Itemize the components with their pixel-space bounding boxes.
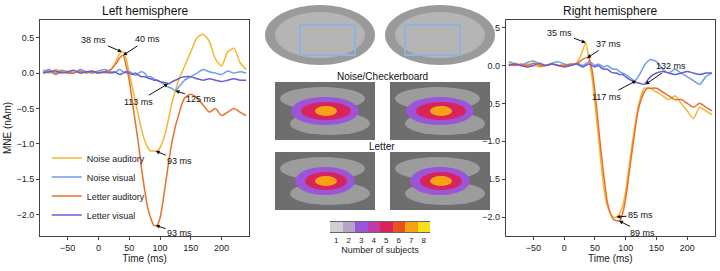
svg-text:0.0: 0.0 (22, 68, 35, 78)
svg-text:37 ms: 37 ms (596, 39, 621, 49)
svg-text:50: 50 (590, 243, 600, 253)
svg-text:93 ms: 93 ms (167, 156, 192, 166)
svg-text:Time (ms): Time (ms) (122, 253, 167, 264)
svg-text:50: 50 (124, 243, 134, 253)
svg-text:−1.5: −1.5 (16, 174, 34, 184)
svg-text:0: 0 (96, 243, 101, 253)
svg-text:−2.0: −2.0 (16, 210, 34, 220)
svg-text:8: 8 (422, 236, 427, 245)
svg-text:0.5: 0.5 (22, 33, 35, 43)
svg-text:Noise/Checkerboard: Noise/Checkerboard (337, 71, 428, 82)
svg-text:89 ms: 89 ms (630, 228, 655, 238)
svg-text:Letter: Letter (369, 141, 395, 152)
svg-text:Left hemisphere: Left hemisphere (102, 4, 188, 18)
svg-text:Number of subjects: Number of subjects (341, 245, 419, 255)
svg-text:35 ms: 35 ms (547, 28, 572, 38)
svg-text:−2.0: −2.0 (482, 212, 500, 222)
svg-text:40 ms: 40 ms (135, 34, 160, 44)
svg-text:−1.0: −1.0 (16, 139, 34, 149)
svg-text:−50: −50 (526, 243, 541, 253)
svg-text:1: 1 (334, 236, 339, 245)
svg-text:Letter auditory: Letter auditory (87, 192, 145, 202)
svg-text:132 ms: 132 ms (656, 61, 686, 71)
svg-text:0.5: 0.5 (487, 23, 500, 33)
svg-text:Noise visual: Noise visual (87, 173, 136, 183)
svg-text:Noise auditory: Noise auditory (87, 154, 145, 164)
svg-text:200: 200 (680, 243, 695, 253)
svg-text:113 ms: 113 ms (124, 97, 153, 107)
svg-text:MNE (nAm): MNE (nAm) (2, 102, 13, 154)
svg-text:100: 100 (152, 243, 167, 253)
svg-text:150: 150 (183, 243, 198, 253)
svg-text:2: 2 (347, 236, 352, 245)
svg-text:4: 4 (372, 236, 377, 245)
svg-text:−0.5: −0.5 (482, 99, 500, 109)
svg-text:0: 0 (562, 243, 567, 253)
svg-text:38 ms: 38 ms (81, 35, 106, 45)
svg-text:Time (ms): Time (ms) (588, 253, 633, 264)
svg-text:100: 100 (618, 243, 633, 253)
svg-text:7: 7 (409, 236, 414, 245)
svg-text:85 ms: 85 ms (628, 210, 653, 220)
svg-text:0.0: 0.0 (487, 61, 500, 71)
svg-text:200: 200 (214, 243, 229, 253)
svg-text:93 ms: 93 ms (167, 228, 192, 238)
svg-text:150: 150 (649, 243, 664, 253)
svg-text:Right hemisphere: Right hemisphere (563, 4, 657, 18)
svg-text:Letter visual: Letter visual (87, 211, 136, 221)
svg-text:−0.5: −0.5 (16, 104, 34, 114)
svg-text:−1.0: −1.0 (482, 136, 500, 146)
svg-text:125 ms: 125 ms (186, 94, 216, 104)
svg-text:−1.5: −1.5 (482, 174, 500, 184)
svg-text:3: 3 (359, 236, 364, 245)
svg-text:6: 6 (397, 236, 402, 245)
svg-text:117 ms: 117 ms (592, 92, 621, 102)
svg-text:5: 5 (384, 236, 389, 245)
svg-text:−50: −50 (60, 243, 75, 253)
